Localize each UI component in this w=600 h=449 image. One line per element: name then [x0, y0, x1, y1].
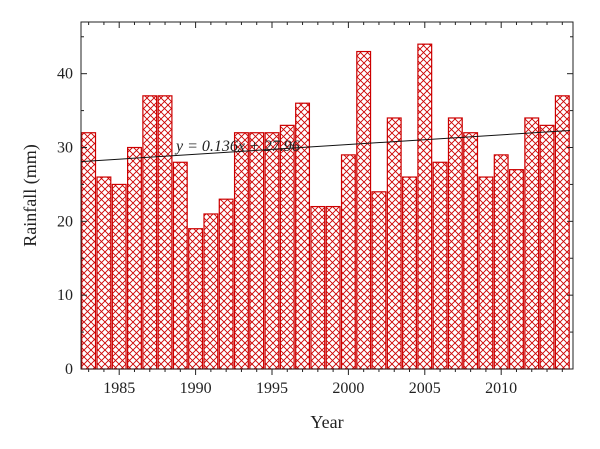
bar-1993 — [233, 132, 249, 370]
bar-1984 — [96, 176, 112, 370]
bar-2012 — [524, 117, 540, 370]
bar-2006 — [432, 161, 448, 370]
bar-1992 — [218, 198, 234, 370]
trendline-equation: y = 0.136x + 27.96 — [174, 138, 300, 155]
bar-1996 — [279, 124, 295, 370]
bar-1985 — [111, 183, 127, 370]
bar-2005 — [417, 43, 433, 370]
bar-2014 — [554, 95, 570, 370]
x-tick-label: 2000 — [332, 380, 364, 397]
bar-2007 — [447, 117, 463, 370]
bar-2008 — [463, 132, 479, 370]
trendline — [80, 129, 570, 163]
bar-1986 — [126, 146, 142, 370]
x-tick-label: 1995 — [256, 380, 288, 397]
x-tick-label: 1990 — [180, 380, 212, 397]
bar-1990 — [188, 228, 204, 370]
x-tick-label: 2010 — [485, 380, 517, 397]
bar-2004 — [402, 176, 417, 370]
bar-1999 — [325, 205, 341, 370]
bar-1989 — [172, 161, 188, 370]
x-tick-label: 2005 — [409, 380, 441, 397]
bar-2013 — [539, 124, 555, 370]
y-tick-label: 40 — [57, 66, 73, 83]
bar-2003 — [386, 117, 402, 370]
y-axis: 0 10 20 30 40 — [57, 36, 573, 378]
bar-1995 — [264, 132, 280, 370]
bar-1994 — [249, 132, 265, 370]
bar-2011 — [508, 169, 524, 370]
bar-1991 — [203, 213, 219, 370]
bar-1987 — [142, 95, 158, 370]
x-axis: 1985 1990 1995 2000 2005 2010 — [88, 22, 563, 397]
bar-2002 — [371, 191, 387, 370]
bar-2001 — [356, 50, 372, 370]
y-axis-title: Rainfall (mm) — [20, 144, 41, 246]
bar-1988 — [157, 95, 173, 370]
trendline-group — [80, 129, 570, 163]
bar-2010 — [493, 154, 509, 370]
y-tick-label: 20 — [57, 213, 73, 230]
bar-1983 — [81, 132, 97, 370]
bars-group — [81, 43, 570, 370]
bar-2000 — [340, 154, 356, 370]
bar-1998 — [310, 205, 326, 370]
y-tick-label: 10 — [57, 287, 73, 304]
x-tick-label: 1985 — [103, 380, 135, 397]
plot-frame — [80, 21, 574, 370]
bar-2009 — [478, 176, 494, 370]
y-tick-label: 30 — [57, 140, 73, 157]
x-axis-title: Year — [310, 412, 343, 432]
y-tick-label: 0 — [65, 361, 73, 378]
